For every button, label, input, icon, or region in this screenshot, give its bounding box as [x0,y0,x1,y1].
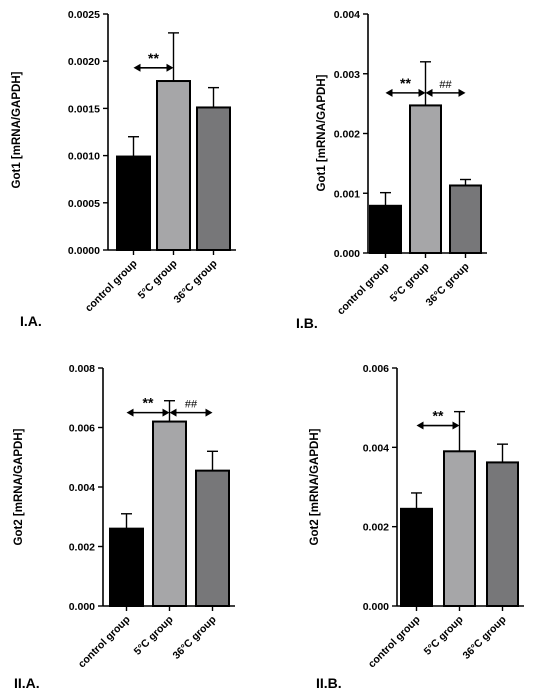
bar-36c [195,469,230,608]
y-tick-label: 0.0005 [68,198,100,210]
x-tick-label: 36°C group [171,258,219,306]
arrowhead-left [169,408,177,417]
bar-control [109,527,144,608]
y-tick-label: 0.003 [334,69,360,81]
x-tick-label: 36°C group [170,614,218,662]
x-tick-label: control group [335,261,392,318]
y-tick-label: 0.006 [69,423,95,435]
chart-panel-IB: 0.000 0.001 0.002 0.003 0.004 Got1 [mRNA/GAPD… [296,9,487,331]
y-tick-label: 0.004 [334,9,360,21]
bar-5c [443,450,476,607]
significance-label: ** [143,395,154,411]
y-tick-label: 0.000 [363,601,389,613]
panel-label: II.B. [316,675,342,691]
arrowhead-right [458,88,466,97]
y-axis-label: Got1 [mRNA/GAPDH] [316,74,328,191]
y-tick-label: 0.0010 [68,151,100,163]
bar-36c [486,461,519,608]
arrowhead-left [133,63,141,72]
arrowhead-right [418,88,426,97]
panel-label: II.A. [14,675,40,691]
bar-5c [409,104,442,255]
x-tick-label: 36°C group [423,261,471,309]
chart-panel-IIB: 0.000 0.002 0.004 0.006 Got2 [mRNA/GAPDH] con… [309,363,524,691]
x-tick-label: control group [366,614,423,671]
panel-label: I.B. [296,315,318,331]
x-tick-label: 36°C group [460,614,508,662]
arrowhead-left [385,88,393,97]
arrowhead-right [452,421,460,430]
x-tick-label: control group [83,258,140,315]
y-tick-label: 0.0000 [68,245,100,257]
x-tick-label: 5°C group [132,614,176,658]
chart-panel-IA: 0.0000 0.0005 0.0010 0.0015 0.0020 0.0025 Got1… [11,9,236,329]
y-tick-label: 0.002 [363,522,389,534]
bar-control [369,204,402,254]
bar-control [400,507,433,608]
y-tick-label: 0.004 [363,442,389,454]
arrowhead-right [162,408,170,417]
y-tick-label: 0.001 [334,188,360,200]
significance-label: ** [433,408,444,424]
bar-36c [449,184,482,254]
significance-label: ## [185,399,198,411]
bar-control [116,155,151,252]
y-tick-label: 0.002 [334,129,360,141]
y-tick-label: 0.000 [334,248,360,260]
y-tick-label: 0.000 [69,601,95,613]
x-tick-label: 5°C group [422,614,466,658]
y-tick-label: 0.006 [363,363,389,375]
y-tick-label: 0.004 [69,482,95,494]
y-tick-label: 0.002 [69,542,95,554]
arrowhead-left [416,421,424,430]
y-tick-label: 0.008 [69,363,95,375]
y-axis-label: Got2 [mRNA/GAPDH] [309,428,321,545]
significance-label: ** [400,75,411,91]
arrowhead-right [166,63,174,72]
bar-5c [152,420,187,607]
arrowhead-right [205,408,213,417]
y-axis-label: Got1 [mRNA/GAPDH] [11,71,23,188]
arrowhead-left [425,88,433,97]
y-tick-label: 0.0020 [68,56,100,68]
arrowhead-left [126,408,134,417]
panel-label: I.A. [20,313,42,329]
x-tick-label: control group [76,614,133,671]
chart-panel-IIA: 0.000 0.002 0.004 0.006 0.008 Got2 [mRNA/GAPD… [13,363,235,691]
significance-label: ** [148,50,159,66]
bar-5c [156,80,191,251]
y-tick-label: 0.0025 [68,9,100,21]
significance-label: ## [439,79,452,91]
y-axis-label: Got2 [mRNA/GAPDH] [13,428,25,545]
y-tick-label: 0.0015 [68,103,100,115]
bar-36c [196,106,231,252]
